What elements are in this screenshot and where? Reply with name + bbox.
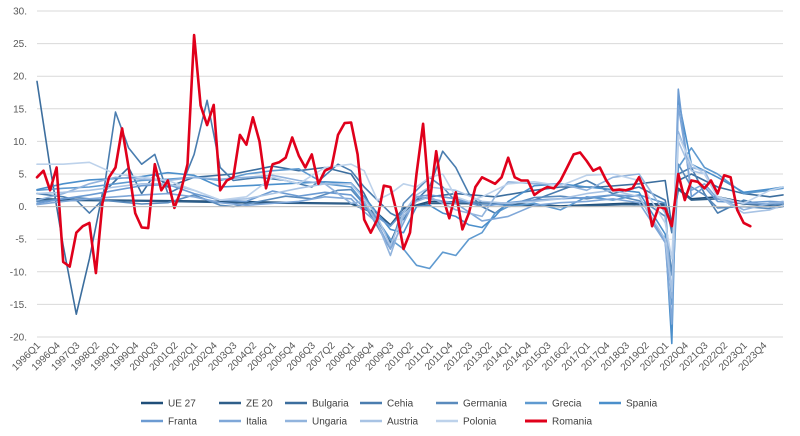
y-tick-label: -5. [15,235,27,246]
y-tick-label: 20. [13,72,27,83]
legend-label: Italia [246,417,268,428]
legend-label: Cehia [387,399,414,410]
legend-label: Romania [552,417,592,428]
series-line-franta [36,88,784,296]
y-tick-label: 30. [13,7,27,18]
legend-label: UE 27 [168,399,196,410]
legend-label: Austria [387,417,419,428]
y-tick-label: 10. [13,137,27,148]
series-line-romania [35,33,752,275]
legend-label: ZE 20 [246,399,273,410]
y-tick-label: -10. [10,267,27,278]
legend-label: Bulgaria [312,399,349,410]
y-axis-ticks: 30. 25. 20. 15. 10. 5. 0. -5. -10. -15. -20. [10,7,27,344]
y-tick-label: 0. [19,202,27,213]
y-tick-label: -15. [10,300,27,311]
legend: UE 27 ZE 20 Bulgaria Cehia Germania Grecia Spa… [141,399,658,428]
legend-label: Grecia [552,399,582,410]
legend-label: Ungaria [312,417,347,428]
legend-label: Polonia [463,417,497,428]
y-tick-label: 5. [19,170,27,181]
y-tick-label: 15. [13,104,27,115]
y-tick-label: -20. [10,333,27,344]
series-lines [35,33,784,345]
legend-label: Spania [626,399,658,410]
series-line-italia [36,104,784,325]
series-line-polonia [36,134,784,260]
x-axis-ticks: 1996Q11996Q41997Q31998Q21999Q11999Q42000… [10,340,770,373]
legend-label: Germania [463,399,507,410]
y-tick-label: 25. [13,39,27,50]
legend-label: Franta [168,417,197,428]
